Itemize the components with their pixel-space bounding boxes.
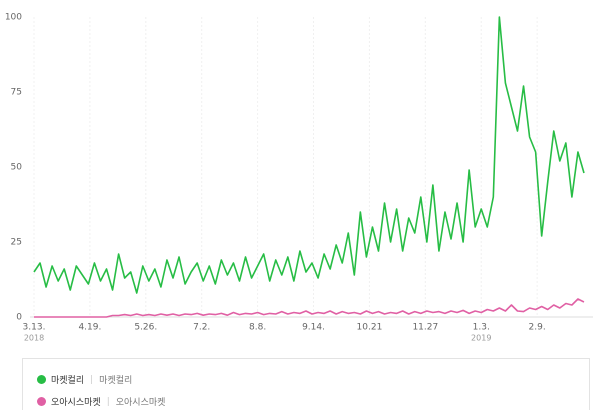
legend-swatch	[37, 397, 46, 406]
legend-keywords: 오아시스마켓	[115, 398, 166, 408]
x-tick-label: 7.2.	[193, 323, 210, 333]
x-tick-label: 5.26.	[134, 323, 157, 333]
x-tick-label: 2.9.	[529, 323, 546, 333]
x-tick-label: 10.21	[357, 323, 383, 333]
x-tick-label: 1.3.	[473, 323, 490, 333]
y-tick-label: 100	[5, 13, 22, 23]
y-tick-label: 50	[11, 163, 23, 173]
x-tick-label: 3.13.	[23, 323, 46, 333]
line-series	[34, 298, 585, 318]
legend-label: 마켓컬리	[51, 376, 85, 386]
legend-label: 오아시스마켓	[51, 398, 101, 408]
separator: |	[106, 396, 110, 407]
line-series	[33, 16, 585, 294]
legend-keywords: 마켓컬리	[99, 376, 133, 386]
x-tick-label: 9.14.	[302, 323, 325, 333]
legend-swatch	[37, 375, 46, 384]
y-tick-label: 0	[16, 313, 22, 323]
y-tick-label: 25	[11, 238, 22, 248]
year-label: 2018	[24, 334, 44, 343]
separator: |	[90, 374, 94, 385]
x-tick-label: 8.8.	[249, 323, 266, 333]
y-tick-label: 75	[11, 88, 22, 98]
legend-item[interactable]: 오아시스마켓 | 오아시스마켓	[37, 395, 165, 408]
year-label: 2019	[471, 334, 491, 343]
x-tick-label: 11.27	[412, 323, 438, 333]
x-tick-label: 4.19.	[78, 323, 101, 333]
legend-item[interactable]: 마켓컬리 | 마켓컬리	[37, 373, 132, 386]
chart: 0 25 50 75 100 3.13. 4.19. 5.26. 7.2. 8.8. 9.14. 10…	[5, 13, 593, 343]
